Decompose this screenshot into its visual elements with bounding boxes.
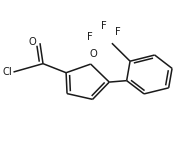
Text: Cl: Cl xyxy=(2,67,12,77)
Text: O: O xyxy=(89,49,97,59)
Text: F: F xyxy=(101,21,107,31)
Text: F: F xyxy=(87,32,93,42)
Text: O: O xyxy=(28,37,36,47)
Text: F: F xyxy=(115,27,121,37)
